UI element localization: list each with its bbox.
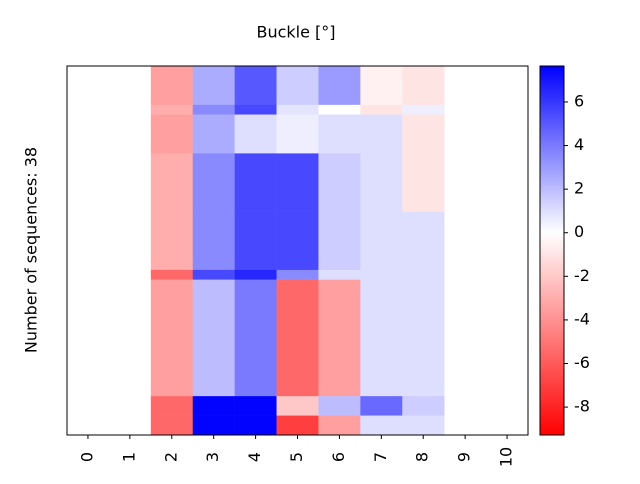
heatmap-cell (192, 114, 235, 154)
x-tick-label: 0 (77, 452, 96, 462)
heatmap-cell (360, 66, 403, 106)
heatmap-cell (192, 415, 235, 436)
x-tick-label: 9 (455, 452, 474, 462)
heatmap-cell (402, 415, 445, 436)
heatmap-cell (318, 269, 361, 280)
y-axis-label: Number of sequences: 38 (22, 147, 41, 353)
heatmap-cell (150, 396, 194, 416)
heatmap-cell (318, 211, 361, 271)
heatmap-cell (318, 66, 361, 106)
heatmap-cell (234, 279, 277, 397)
heatmap-cell (360, 269, 403, 280)
heatmap-cell (234, 269, 277, 280)
colorbar-tick-label: -8 (574, 397, 590, 416)
colorbar-tick-label: 0 (574, 222, 584, 241)
colorbar-tick-label: 6 (574, 91, 584, 110)
x-tick-label: 1 (119, 452, 138, 462)
heatmap-cell (234, 396, 277, 416)
colorbar-tick-label: 4 (574, 135, 584, 154)
heatmap-cell (318, 396, 361, 416)
heatmap-cell (234, 211, 277, 271)
heatmap-cell (402, 114, 445, 154)
x-tick-label: 7 (371, 452, 390, 462)
heatmap-cell (402, 279, 445, 397)
heatmap-cell (150, 66, 194, 106)
heatmap-cell (192, 66, 235, 106)
heatmap-cell (318, 114, 361, 154)
heatmap-cell (234, 153, 277, 212)
colorbar-tick-label: -6 (574, 353, 590, 372)
x-tick-label: 5 (287, 452, 306, 462)
heatmap-cell (276, 114, 319, 154)
heatmap-cell (360, 104, 403, 115)
heatmap-cell (276, 415, 319, 436)
chart-title: Buckle [°] (256, 23, 335, 42)
heatmap-cell (234, 104, 277, 115)
colorbar-tick-label: -2 (574, 266, 590, 285)
heatmap-cell (276, 396, 319, 416)
heatmap-cell (150, 211, 194, 271)
heatmap-cell (360, 415, 403, 436)
heatmap-cell (192, 104, 235, 115)
heatmap-cell (234, 114, 277, 154)
heatmap-cell (150, 415, 194, 436)
heatmap-cell (150, 114, 194, 154)
x-tick-label: 4 (245, 452, 264, 462)
x-tick-label: 6 (329, 452, 348, 462)
heatmap-cell (192, 211, 235, 271)
heatmap-cell (402, 269, 445, 280)
heatmap-cell (150, 104, 194, 115)
heatmap-cell (402, 104, 445, 115)
heatmap-cell (402, 396, 445, 416)
heatmap-cell (192, 396, 235, 416)
heatmap-cell (192, 279, 235, 397)
heatmap-cell (150, 153, 194, 212)
heatmap-cell (276, 66, 319, 106)
heatmap-cell (360, 153, 403, 212)
heatmap-cell (150, 269, 194, 280)
colorbar (539, 65, 565, 436)
heatmap-cell (318, 279, 361, 397)
heatmap-cell (150, 279, 194, 397)
heatmap-cell (402, 153, 445, 212)
heatmap-cell (276, 104, 319, 115)
colorbar-tick-label: 2 (574, 179, 584, 198)
heatmap-cell (360, 211, 403, 271)
heatmap-cell (360, 114, 403, 154)
x-tick-label: 8 (413, 452, 432, 462)
heatmap-cell (402, 211, 445, 271)
heatmap-cell (318, 104, 361, 115)
heatmap-cell (360, 396, 403, 416)
heatmap-cell (276, 211, 319, 271)
heatmap-cell (192, 269, 235, 280)
heatmap-cell (402, 66, 445, 106)
x-tick-label: 3 (203, 452, 222, 462)
heatmap-cell (234, 415, 277, 436)
heatmap-cell (276, 279, 319, 397)
x-tick-label: 10 (497, 447, 516, 467)
heatmap-cell (276, 153, 319, 212)
heatmap-cell (318, 153, 361, 212)
x-tick-label: 2 (161, 452, 180, 462)
heatmap-cell (318, 415, 361, 436)
heatmap-cell (192, 153, 235, 212)
colorbar-tick-label: -4 (574, 309, 590, 328)
heatmap-cell (360, 279, 403, 397)
heatmap-cell (234, 66, 277, 106)
heatmap-cell (276, 269, 319, 280)
